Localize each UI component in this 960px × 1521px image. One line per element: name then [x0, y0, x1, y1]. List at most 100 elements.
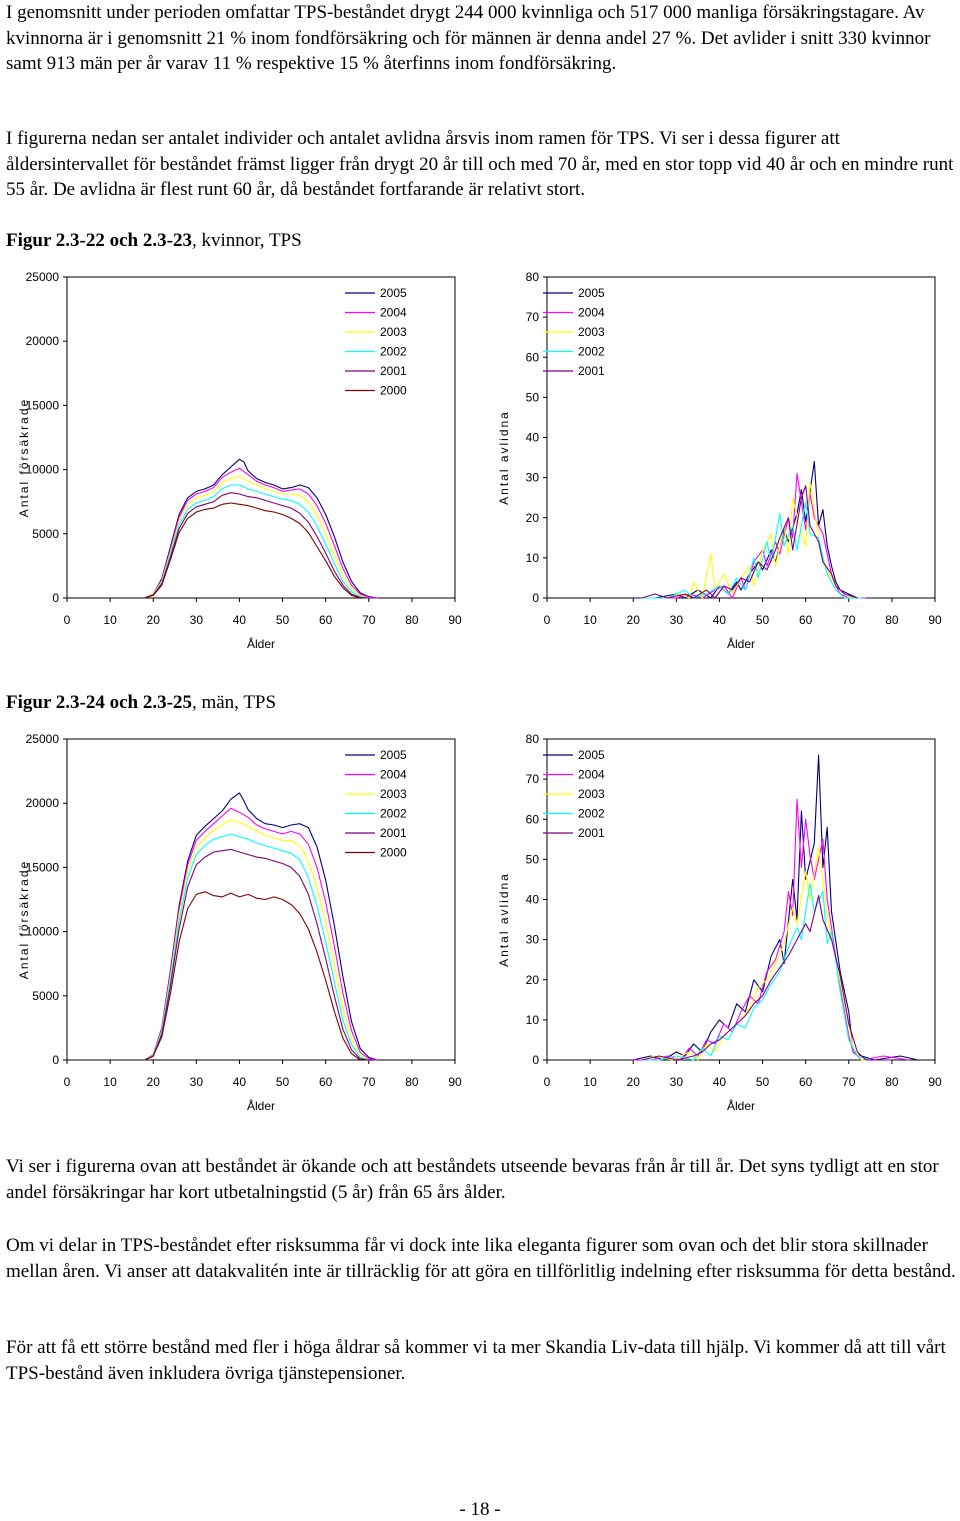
figure-heading-men-number: Figur 2.3-24 och 2.3-25 [6, 692, 192, 713]
x-tick-label: 90 [448, 1075, 462, 1089]
series-line-2004 [641, 473, 866, 599]
x-tick-label: 70 [842, 613, 856, 627]
legend-label-2003: 2003 [380, 787, 407, 801]
y-tick-label: 10000 [26, 925, 60, 939]
legend-label-2005: 2005 [380, 748, 407, 762]
fig-2-3-25-svg: 0 10 20 30 40 50 60 70 80 0 10 20 30 40 50 60 70 80 90 Ålde… [497, 732, 942, 1113]
conclusion-paragraph: Vi ser i figurerna ovan att beståndet är… [6, 1156, 939, 1203]
x-tick-label: 20 [627, 613, 641, 627]
x-tick-label: 90 [928, 613, 942, 627]
legend-label-2002: 2002 [380, 807, 407, 821]
x-tick-label: 70 [362, 1075, 376, 1089]
x-tick-label: 30 [670, 1075, 684, 1089]
y-tick-label: 40 [526, 893, 540, 907]
y-tick-label: 25000 [26, 732, 60, 746]
x-tick-label: 80 [885, 1075, 899, 1089]
fig-2-3-22-svg: 0 5000 10000 15000 20000 25000 0 10 20 30 40 50 60 70… [17, 270, 462, 651]
legend-label-2003: 2003 [380, 325, 407, 339]
y-axis-label: Antal avlidna [497, 872, 511, 967]
series-line-2003 [641, 846, 892, 1061]
y-axis-label: Antal försäkrade [17, 860, 31, 979]
x-tick-label: 70 [842, 1075, 856, 1089]
figure-heading-men: Figur 2.3-24 och 2.3-25, män, TPS [6, 692, 276, 714]
y-tick-label: 15000 [26, 860, 60, 874]
y-tick-label: 30 [526, 933, 540, 947]
y-tick-label: 70 [526, 310, 540, 324]
series-line-2002 [144, 833, 369, 1061]
x-tick-label: 0 [544, 613, 551, 627]
series-line-2001 [144, 492, 369, 599]
page-number: - 18 - [459, 1499, 501, 1520]
series-line-2005 [144, 458, 378, 599]
y-tick-label: 60 [526, 812, 540, 826]
x-tick-label: 60 [799, 613, 813, 627]
x-tick-label: 50 [756, 613, 770, 627]
x-tick-label: 40 [713, 613, 727, 627]
series-line-2003 [144, 819, 370, 1061]
legend-label-2001: 2001 [578, 826, 605, 840]
x-tick-label: 50 [276, 1075, 290, 1089]
y-tick-label: 30 [526, 471, 540, 485]
x-tick-label: 80 [885, 613, 899, 627]
series-line-2001 [641, 894, 892, 1061]
legend-label-2005: 2005 [578, 748, 605, 762]
plot-frame [546, 276, 936, 599]
y-tick-label: 25000 [26, 270, 60, 284]
x-axis-label: Ålder [247, 636, 275, 651]
series-line-2003 [144, 475, 369, 599]
x-tick-label: 70 [362, 613, 376, 627]
y-tick-label: 40 [526, 431, 540, 445]
series-line-2001 [144, 848, 369, 1061]
x-tick-label: 40 [713, 1075, 727, 1089]
x-tick-label: 20 [627, 1075, 641, 1089]
y-tick-label: 5000 [32, 989, 59, 1003]
legend-label-2005: 2005 [380, 286, 407, 300]
x-tick-label: 60 [319, 613, 333, 627]
legend-label-2004: 2004 [578, 306, 605, 320]
y-axis-label: Antal avlidna [497, 410, 511, 505]
legend-label-2005: 2005 [578, 286, 605, 300]
figure-heading-women-text: , kvinnor, TPS [191, 230, 302, 251]
y-tick-label: 5000 [32, 527, 59, 541]
x-tick-label: 0 [64, 1075, 71, 1089]
x-tick-label: 90 [448, 613, 462, 627]
series-line-2005 [633, 754, 918, 1061]
x-tick-label: 40 [233, 613, 247, 627]
x-tick-label: 10 [583, 613, 597, 627]
series-line-2000 [144, 891, 361, 1061]
y-tick-label: 10 [526, 551, 540, 565]
y-tick-label: 10 [526, 1013, 540, 1027]
legend-label-2001: 2001 [380, 364, 407, 378]
x-axis-label: Ålder [727, 1098, 755, 1113]
y-tick-label: 70 [526, 772, 540, 786]
x-tick-label: 50 [276, 613, 290, 627]
x-tick-label: 0 [544, 1075, 551, 1089]
chart-women-deceased: 0 10 20 30 40 50 60 70 80 0 10 20 30 40 50 60 70 80 90 Ålde… [480, 268, 950, 663]
legend-label-2002: 2002 [578, 807, 605, 821]
legend-label-2004: 2004 [578, 768, 605, 782]
x-tick-label: 90 [928, 1075, 942, 1089]
y-tick-label: 0 [52, 1053, 59, 1067]
figure-heading-men-text: , män, TPS [191, 692, 277, 713]
y-tick-label: 80 [526, 732, 540, 746]
x-tick-label: 50 [756, 1075, 770, 1089]
risk-sum-paragraph: Om vi delar in TPS-beståndet efter risks… [6, 1235, 956, 1282]
y-tick-label: 20000 [26, 334, 60, 348]
legend-label-2003: 2003 [578, 325, 605, 339]
series-line-2002 [641, 501, 862, 599]
y-tick-label: 60 [526, 350, 540, 364]
legend-label-2004: 2004 [380, 768, 407, 782]
series-line-2001 [641, 485, 858, 599]
figures-description-paragraph: I figurerna nedan ser antalet individer … [6, 128, 954, 200]
legend-label-2002: 2002 [380, 345, 407, 359]
y-axis-label: Antal försäkrade [17, 398, 31, 517]
y-tick-label: 0 [532, 1053, 539, 1067]
y-tick-label: 50 [526, 852, 540, 866]
y-tick-label: 20000 [26, 796, 60, 810]
series-line-2002 [144, 484, 369, 599]
legend-label-2000: 2000 [380, 384, 407, 398]
series-line-2004 [144, 467, 378, 599]
fig-2-3-23-svg: 0 10 20 30 40 50 60 70 80 0 10 20 30 40 50 60 70 80 90 Ålde… [497, 270, 942, 651]
x-tick-label: 60 [319, 1075, 333, 1089]
y-tick-label: 80 [526, 270, 540, 284]
